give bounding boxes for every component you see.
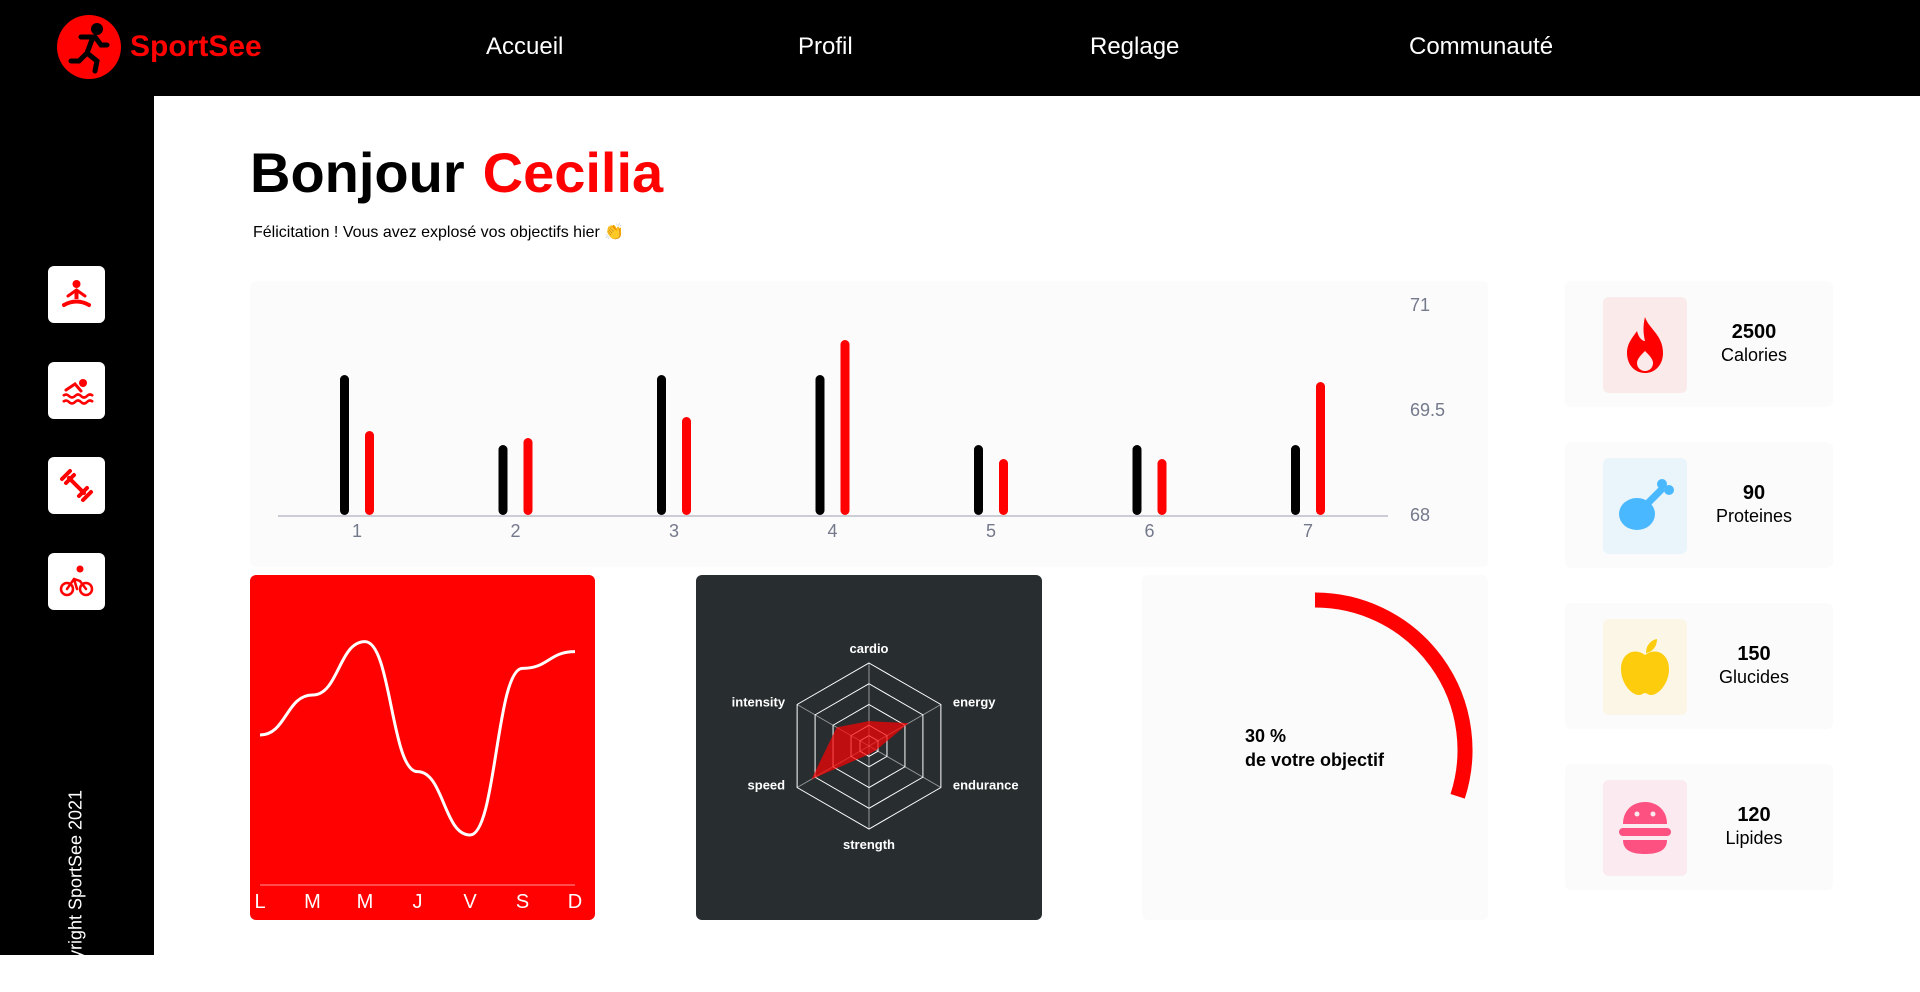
session-tick-1: M (304, 891, 321, 913)
proteines-icon-box (1603, 458, 1687, 554)
glucides-value: 150 (1737, 643, 1771, 665)
nutrition-card-calories: 2500 Calories (1565, 281, 1833, 407)
glucides-label: Glucides (1718, 667, 1790, 687)
score-caption: de votre objectif (1245, 750, 1385, 770)
nutrition-card-proteines: 90 Proteines (1565, 442, 1833, 568)
page-title: Bonjour Cecilia (250, 140, 663, 205)
apple-icon (1621, 639, 1669, 695)
copyright-text: Copyright SportSee 2021 (65, 789, 86, 992)
cycling-icon (59, 565, 94, 597)
bar-b-4 (840, 340, 850, 515)
proteines-value: 90 (1742, 482, 1766, 504)
x-tick-4: 4 (827, 521, 837, 541)
radar-spoke-2 (868, 745, 942, 788)
score-percent: 30 % (1245, 726, 1287, 746)
radar-value-area (811, 721, 909, 780)
calories-icon-box (1603, 297, 1687, 393)
performance-chart-panel: cardio energy endurance strength speed intens… (696, 575, 1042, 920)
lipides-label: Lipides (1725, 828, 1783, 848)
runner-icon (68, 23, 110, 74)
score-radial-chart (1314, 592, 1473, 799)
bar-b-7 (1316, 382, 1325, 515)
swimming-icon (62, 379, 94, 405)
score-chart-panel (1142, 575, 1488, 920)
lipides-value: 120 (1737, 804, 1771, 826)
x-tick-7: 7 (1303, 521, 1313, 541)
y-tick-0: 68 (1410, 505, 1430, 525)
lipides-icon-box (1603, 780, 1687, 876)
calories-value: 2500 (1731, 321, 1777, 343)
x-tick-1: 1 (352, 521, 362, 541)
sidebar-button-swimming[interactable] (48, 362, 105, 419)
x-tick-5: 5 (986, 521, 996, 541)
bar-b-2 (523, 438, 533, 515)
radar-label-strength: strength (843, 837, 895, 852)
activity-chart-panel: 1 2 3 4 5 6 7 68 69.5 71 (250, 281, 1488, 567)
radar-label-energy: energy (953, 695, 996, 710)
x-tick-6: 6 (1144, 521, 1154, 541)
user-name: Cecilia (482, 141, 664, 204)
yoga-icon (62, 280, 91, 307)
performance-radar-chart: cardio energy endurance strength speed intens… (732, 641, 1019, 852)
activity-bar-chart: 1 2 3 4 5 6 7 68 69.5 71 (278, 295, 1445, 541)
x-tick-2: 2 (510, 521, 520, 541)
session-tick-5: S (516, 891, 529, 913)
bar-a-4 (815, 375, 825, 515)
chicken-icon (1619, 479, 1674, 530)
session-line (259, 640, 576, 837)
bar-a-2 (498, 445, 508, 515)
bar-a-3 (657, 375, 666, 515)
nav-communaute[interactable]: Communauté (1409, 33, 1554, 60)
session-tick-2: M (357, 891, 374, 913)
radar-label-intensity: intensity (732, 695, 786, 710)
glucides-icon-box (1603, 619, 1687, 715)
sportsee-logo[interactable] (57, 15, 121, 79)
top-bar: SportSee Accueil Profil Reglage Communau… (0, 0, 1920, 96)
brand-name: SportSee (130, 30, 262, 63)
nutrition-card-lipides: 120 Lipides (1565, 764, 1833, 890)
calories-label: Calories (1720, 345, 1788, 365)
session-tick-3: J (413, 891, 423, 913)
score-arc (1314, 592, 1473, 799)
x-tick-3: 3 (669, 521, 679, 541)
burger-icon (1619, 802, 1671, 854)
sidebar: Copyright SportSee 2021 (0, 96, 154, 992)
radar-label-endurance: endurance (953, 778, 1019, 793)
session-tick-4: V (463, 891, 477, 913)
bar-b-3 (682, 417, 691, 515)
nav-reglage[interactable]: Reglage (1090, 33, 1180, 60)
bar-b-5 (999, 459, 1008, 515)
y-tick-2: 71 (1410, 295, 1430, 315)
radar-label-speed: speed (748, 778, 786, 793)
bar-a-6 (1132, 445, 1142, 515)
flame-icon (1627, 317, 1663, 373)
bar-a-5 (974, 445, 983, 515)
bar-b-6 (1157, 459, 1167, 515)
nav-profil[interactable]: Profil (798, 33, 853, 60)
dumbbell-icon (60, 469, 93, 502)
proteines-label: Proteines (1715, 506, 1793, 526)
nav-accueil[interactable]: Accueil (486, 33, 564, 60)
session-tick-0: L (254, 891, 265, 913)
score-label: 30 % de votre objectif (1245, 724, 1384, 772)
sidebar-button-yoga[interactable] (48, 266, 105, 323)
bar-a-7 (1291, 445, 1300, 515)
nutrition-card-glucides: 150 Glucides (1565, 603, 1833, 729)
sidebar-button-dumbbell[interactable] (48, 457, 105, 514)
bar-b-1 (365, 431, 374, 515)
session-tick-6: D (568, 891, 582, 913)
bar-a-1 (340, 375, 349, 515)
sidebar-button-cycling[interactable] (48, 553, 105, 610)
greeting-hello: Bonjour (250, 141, 465, 204)
radar-label-cardio: cardio (849, 641, 888, 656)
y-tick-1: 69.5 (1410, 400, 1445, 420)
congrats-message: Félicitation ! Vous avez explosé vos obj… (253, 224, 625, 241)
